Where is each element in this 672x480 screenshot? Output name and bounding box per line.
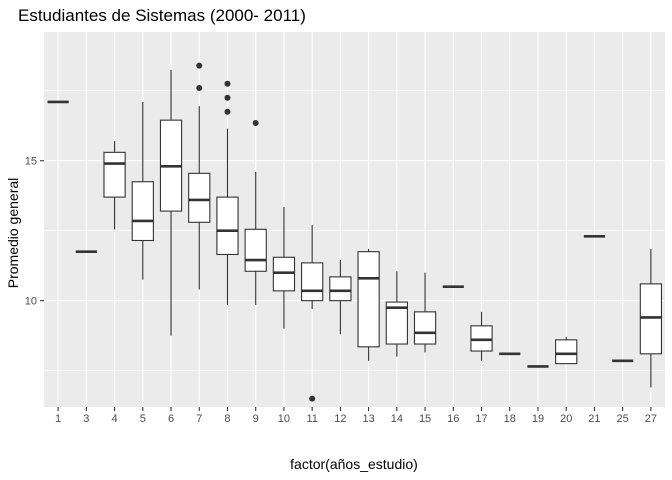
box-iqr: [272, 256, 296, 292]
box-iqr: [103, 151, 126, 198]
box-13: [357, 248, 380, 361]
box-20: [555, 337, 578, 365]
box-iqr: [555, 339, 578, 365]
box-27: [639, 248, 663, 388]
box-iqr: [385, 301, 408, 345]
outlier-point: [196, 84, 203, 91]
box-8: [216, 80, 239, 305]
box-11: [301, 225, 324, 402]
box-iqr: [413, 311, 437, 345]
x-tick-label: 17: [475, 413, 487, 425]
x-tick-label: 8: [224, 413, 230, 425]
box-15: [413, 272, 437, 353]
outlier-point: [224, 80, 231, 87]
x-tick-label: 9: [253, 413, 259, 425]
box-iqr: [301, 262, 324, 302]
outlier-point: [252, 119, 259, 126]
x-tick-label: 21: [588, 413, 600, 425]
x-tick-label: 25: [617, 413, 629, 425]
y-tick-label: 10: [25, 296, 37, 308]
box-10: [272, 206, 296, 329]
x-axis-ticks: 1 3 4 5 6 7 8 9 10 11 12 13 14 15 16 17 18 19 20 21 25 27: [55, 407, 657, 425]
box-series: [47, 62, 663, 402]
outlier-point: [309, 395, 316, 402]
box-4: [103, 141, 126, 230]
box-7: [188, 62, 211, 290]
box-iqr: [639, 283, 663, 355]
x-tick-label: 27: [645, 413, 657, 425]
x-tick-label: 5: [140, 413, 146, 425]
chart-title: Estudiantes de Sistemas (2000- 2011): [18, 6, 306, 25]
box-iqr: [470, 325, 493, 352]
y-axis-ticks: 10 15: [25, 156, 44, 308]
x-tick-label: 6: [168, 413, 174, 425]
x-tick-label: 13: [362, 413, 374, 425]
x-tick-label: 4: [112, 413, 118, 425]
x-tick-label: 18: [504, 413, 516, 425]
outlier-point: [224, 94, 231, 101]
x-tick-label: 14: [391, 413, 403, 425]
y-tick-label: 15: [25, 156, 37, 168]
x-tick-label: 20: [560, 413, 572, 425]
box-iqr: [131, 181, 154, 242]
box-5: [131, 101, 154, 280]
outlier-point: [196, 62, 203, 69]
x-tick-label: 7: [196, 413, 202, 425]
x-tick-label: 3: [83, 413, 89, 425]
box-iqr: [357, 251, 380, 348]
y-axis-title: Promedio general: [5, 178, 21, 289]
x-tick-label: 11: [306, 413, 317, 425]
box-14: [385, 271, 408, 357]
x-tick-label: 10: [278, 413, 290, 425]
box-6: [159, 69, 183, 336]
x-tick-label: 1: [55, 413, 61, 425]
box-iqr: [244, 228, 267, 272]
x-tick-label: 15: [419, 413, 431, 425]
x-axis-title: factor(años_estudio): [290, 456, 418, 472]
box-iqr: [216, 196, 239, 256]
x-tick-label: 19: [532, 413, 544, 425]
box-17: [470, 311, 493, 361]
outlier-point: [224, 108, 231, 115]
box-9: [244, 119, 267, 305]
box-iqr: [329, 276, 352, 302]
box-12: [329, 260, 352, 335]
x-tick-label: 12: [334, 413, 346, 425]
box-iqr: [188, 172, 211, 223]
x-tick-label: 16: [447, 413, 459, 425]
